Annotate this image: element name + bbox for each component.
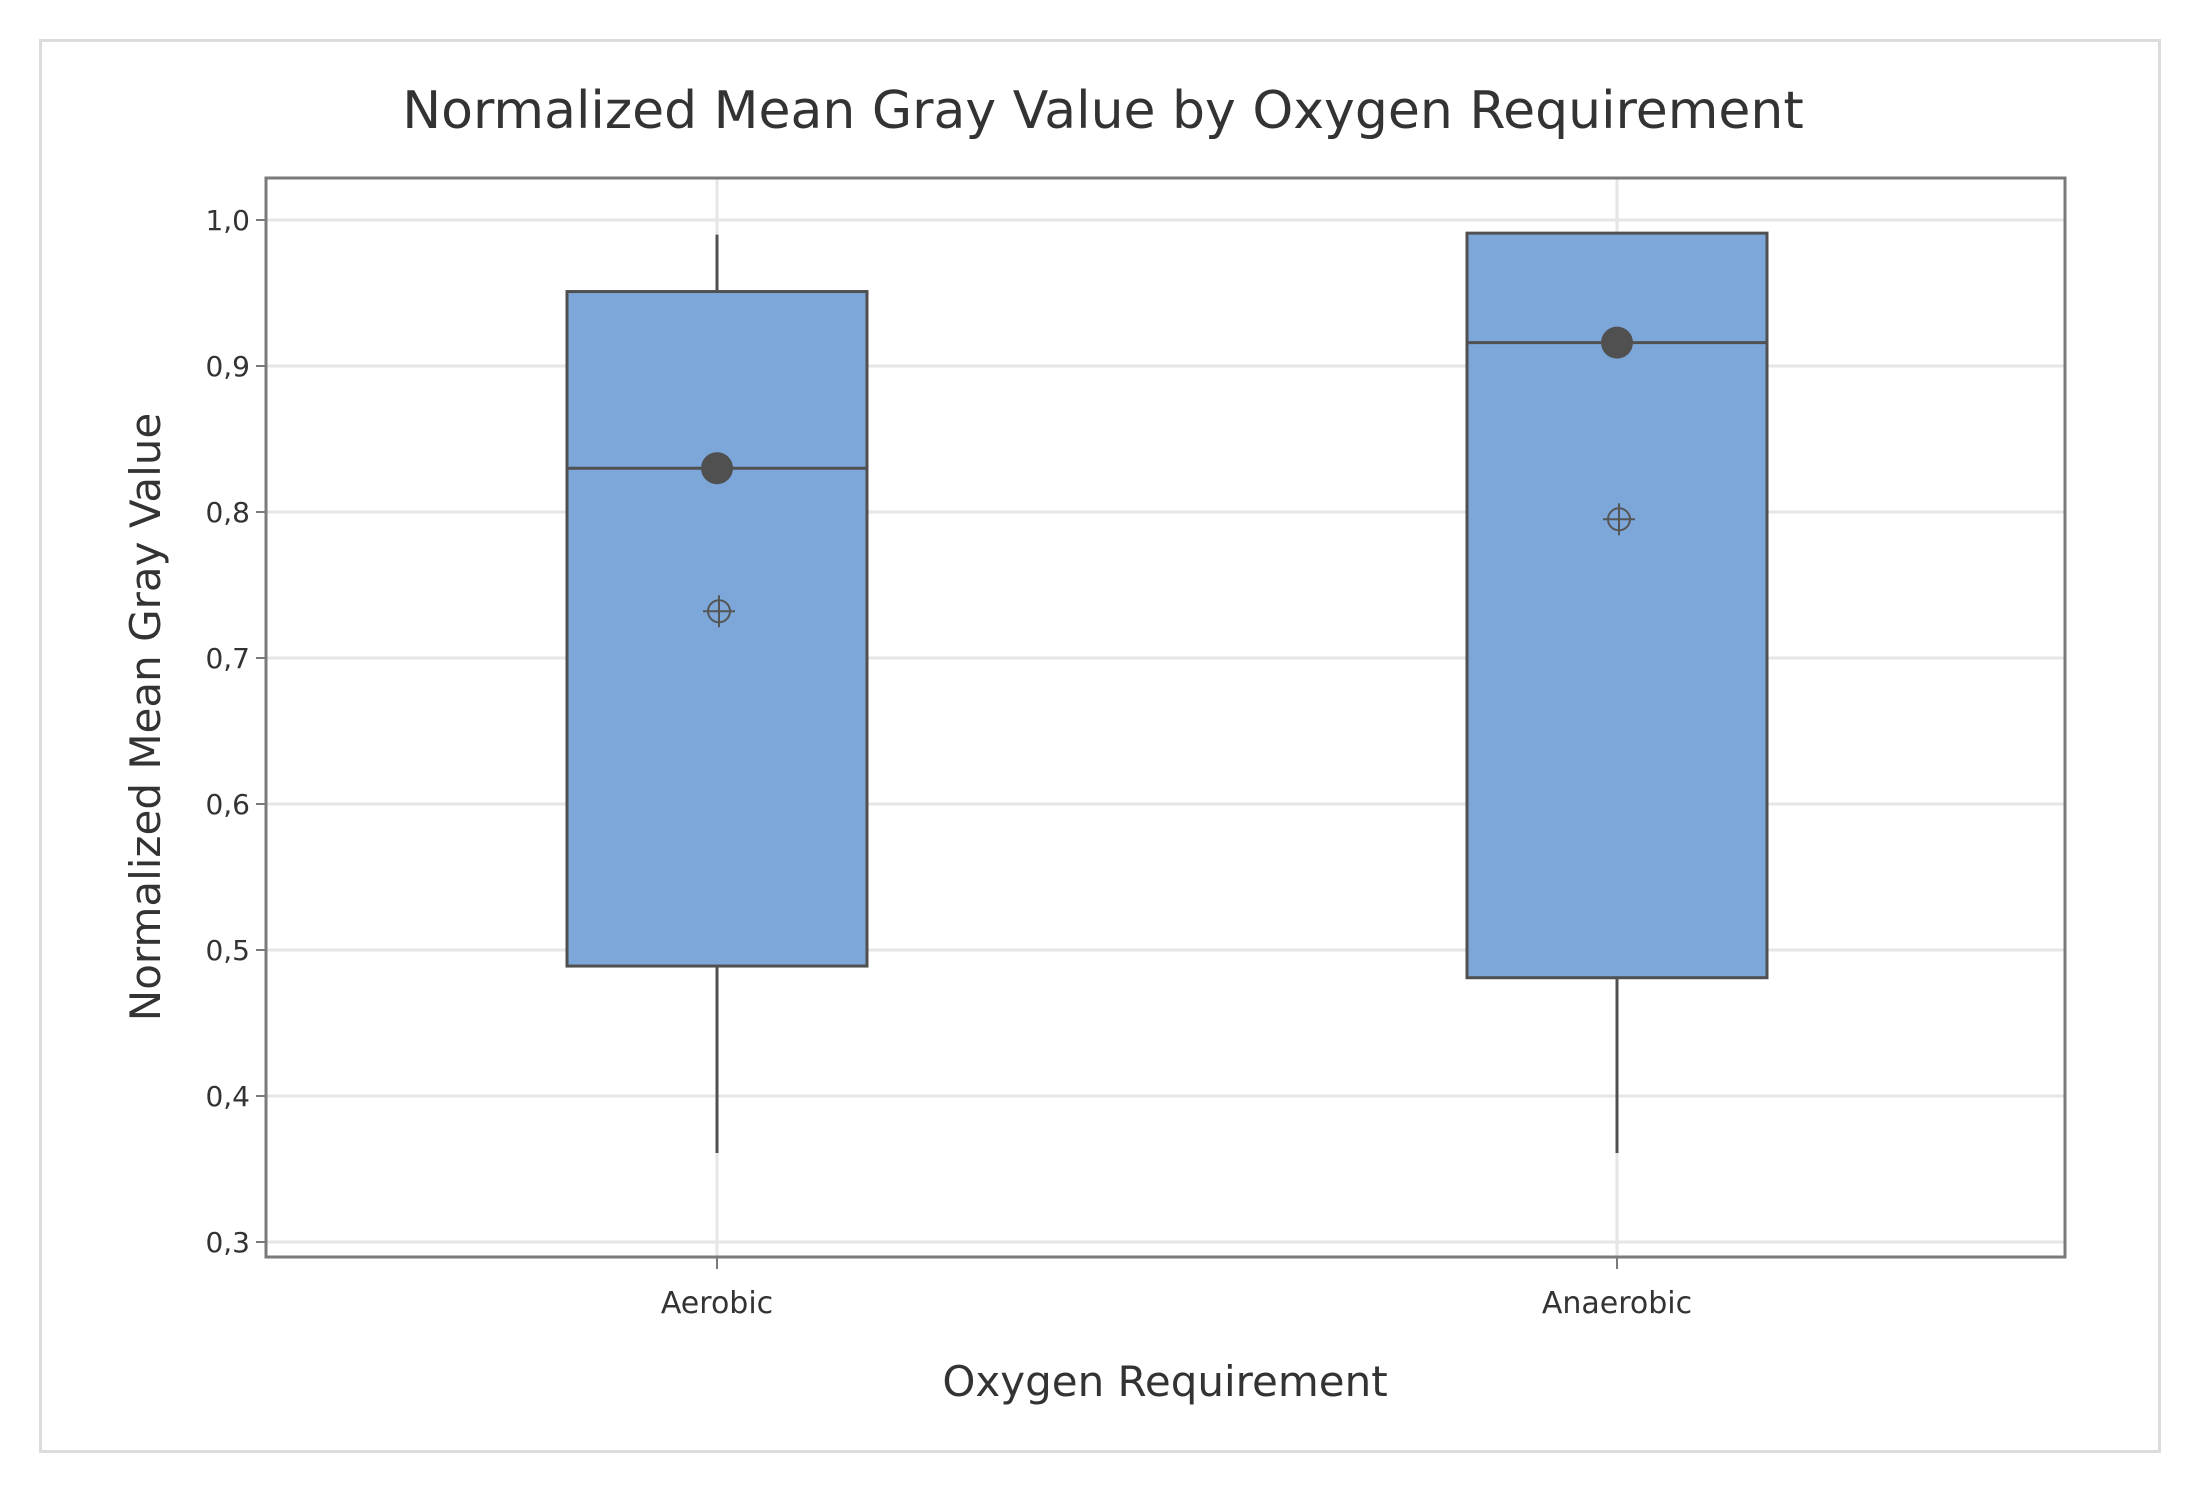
plot-area-border <box>264 176 2067 1259</box>
median-dot <box>1601 326 1633 359</box>
y-tick-label: 0,6 <box>205 788 250 821</box>
iqr-box <box>565 290 869 968</box>
mean-symbol <box>703 595 735 628</box>
y-axis-label: Normalized Mean Gray Value <box>121 413 170 1021</box>
chart-title: Normalized Mean Gray Value by Oxygen Req… <box>402 81 1804 141</box>
y-tick-label: 0,8 <box>205 496 250 529</box>
box-anaerobic <box>1465 231 1769 1153</box>
x-axis-label: Oxygen Requirement <box>942 1357 1387 1406</box>
y-tick-label: 0,5 <box>205 934 250 967</box>
median-dot <box>701 452 733 485</box>
x-tick-label: Aerobic <box>661 1286 773 1321</box>
y-tick-label: 0,4 <box>205 1080 250 1113</box>
y-tick-label: 0,3 <box>205 1226 250 1259</box>
y-tick-label: 1,0 <box>205 204 250 237</box>
x-tick-label: Anaerobic <box>1542 1286 1692 1321</box>
y-tick-label: 0,9 <box>205 350 250 383</box>
chart-frame <box>39 39 2161 1453</box>
y-tick-label: 0,7 <box>205 642 250 675</box>
mean-symbol <box>1603 503 1635 536</box>
box-aerobic <box>565 234 869 1153</box>
